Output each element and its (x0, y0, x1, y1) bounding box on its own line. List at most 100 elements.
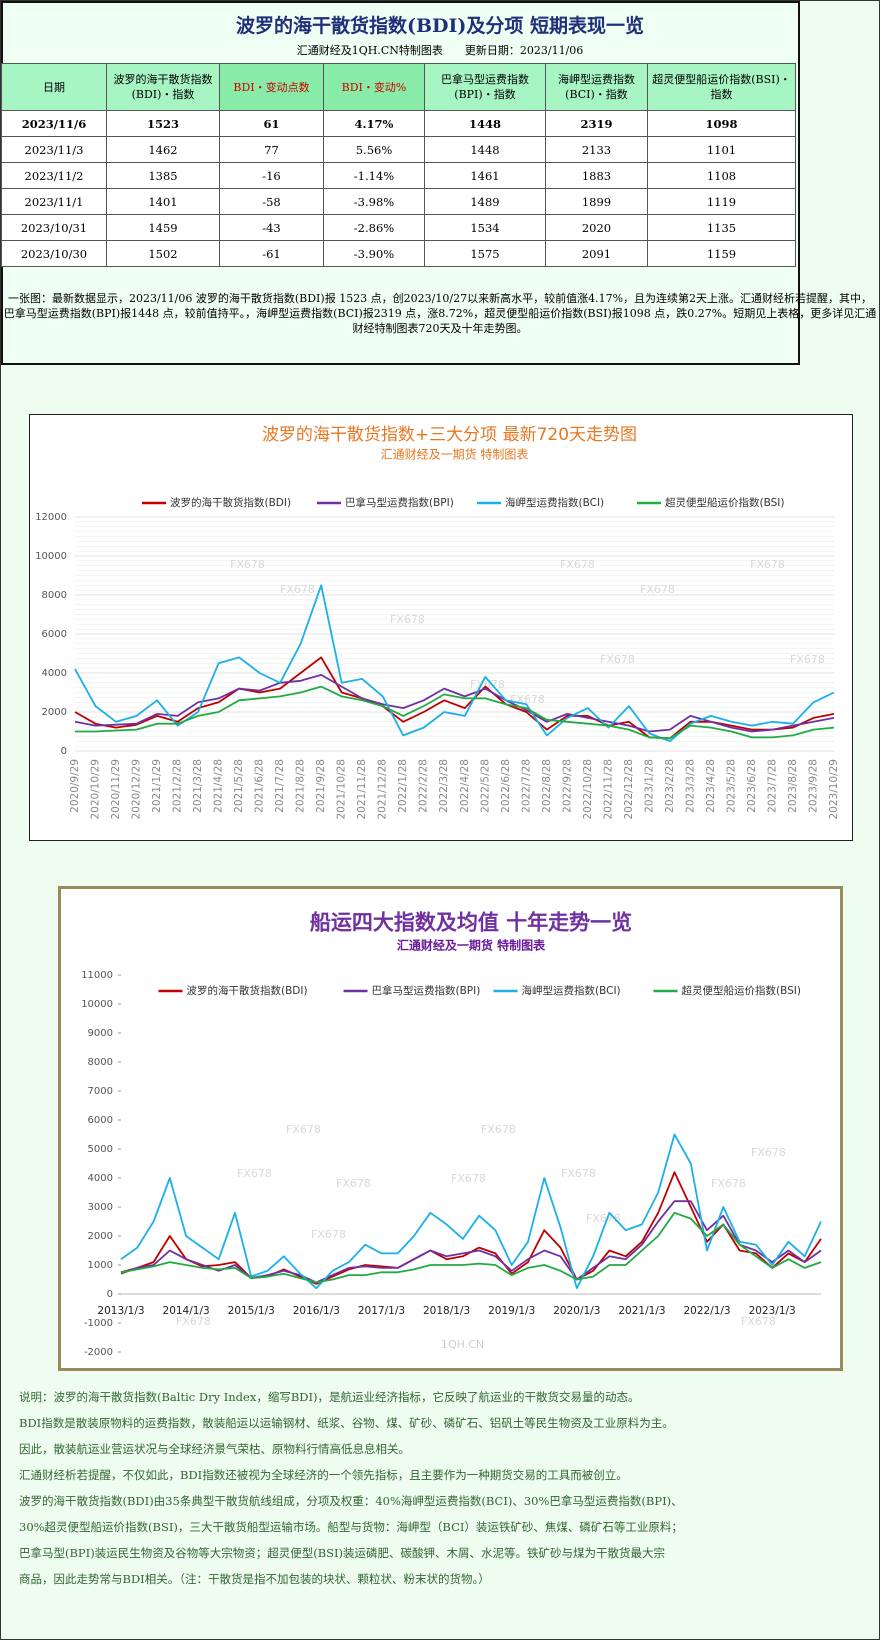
watermark: FX678 (230, 558, 265, 571)
watermark: FX678 (751, 1146, 786, 1159)
footer-line: 因此，散装航运业营运状况与全球经济景气荣枯、原物料行情高低息息相关。 (19, 1442, 410, 1456)
y-tick-label: 7000 (88, 1086, 113, 1097)
table-cell: -3.98% (323, 188, 425, 215)
chart-subtitle: 汇通财经及一期货 特制图表 (381, 447, 529, 462)
x-tick-label: 2020/12/29 (131, 759, 143, 820)
x-tick-label: 2021/1/29 (151, 759, 163, 813)
series-line (74, 656, 835, 740)
y-tick-label: 1000 (88, 1260, 113, 1271)
x-tick-label: 2022/11/28 (602, 759, 614, 820)
table-cell: 1534 (424, 214, 546, 241)
watermark: FX678 (600, 653, 635, 666)
watermark: FX678 (390, 613, 425, 626)
footer-line: 巴拿马型(BPI)装运民生物资及谷物等大宗物资；超灵便型(BSI)装运磷肥、碳酸… (19, 1546, 666, 1560)
watermark: FX678 (741, 1315, 776, 1328)
y-tick-label: 4000 (42, 668, 67, 679)
table-row: 2023/10/31 1459 -43 -2.86% 1534 2020 1135 (1, 214, 796, 241)
x-tick-label: 2023/9/28 (807, 759, 819, 813)
watermark: FX678 (640, 583, 675, 596)
x-tick-label: 2021/12/28 (377, 759, 389, 820)
table-row: 2023/10/30 1502 -61 -3.90% 1575 2091 1159 (1, 240, 796, 267)
table-cell: 77 (219, 136, 324, 163)
legend-label: 巴拿马型运费指数(BPI) (372, 984, 481, 997)
legend-label: 海岬型运费指数(BCI) (522, 984, 621, 997)
footer-text: 说明：波罗的海干散货指数(Baltic Dry Index，缩写BDI)，是航运… (19, 1384, 869, 1592)
x-tick-label: 2021/10/28 (336, 759, 348, 820)
y-tick-label: 12000 (35, 512, 67, 523)
x-tick-label: 2021/9/28 (315, 759, 327, 813)
x-tick-label: 2023/4/28 (705, 759, 717, 813)
summary-table: 日期 波罗的海干散货指数(BDI)・指数 BDI・变动点数 BDI・变动% 巴拿马型运费… (1, 63, 796, 267)
table-cell: 2020 (545, 214, 648, 241)
x-tick-label: 2015/1/3 (228, 1305, 275, 1317)
table-cell: 1401 (106, 188, 220, 215)
x-tick-label: 2022/8/28 (541, 759, 553, 813)
legend-label: 海岬型运费指数(BCI) (505, 496, 604, 509)
y-tick-label: 10000 (35, 551, 67, 562)
x-tick-label: 2023/5/28 (725, 759, 737, 813)
x-tick-label: 2016/1/3 (293, 1305, 340, 1317)
table-cell: 2319 (545, 110, 648, 137)
table-cell: 1502 (106, 240, 220, 267)
footer-line: 商品，因此走势常与BDI相关。（注：干散货是指不加包装的块状、颗粒状、粉末状的货… (19, 1572, 490, 1586)
series-line (120, 1200, 822, 1284)
watermark: FX678 (280, 583, 315, 596)
table-cell: 1459 (106, 214, 220, 241)
x-tick-label: 2021/8/28 (295, 759, 307, 813)
x-tick-label: 2022/12/28 (623, 759, 635, 820)
watermark: FX678 (336, 1177, 371, 1190)
legend-label: 波罗的海干散货指数(BDI) (170, 496, 291, 509)
y-tick-label: 10000 (81, 999, 113, 1010)
x-tick-label: 2022/5/28 (479, 759, 491, 813)
x-tick-label: 2022/2/28 (418, 759, 430, 813)
x-tick-label: 2023/7/28 (766, 759, 778, 813)
series-line (75, 685, 835, 740)
x-tick-label: 2021/1/3 (618, 1305, 665, 1317)
chart-title: 船运四大指数及均值 十年走势一览 (310, 910, 632, 935)
x-tick-label: 2023/2/28 (664, 759, 676, 813)
y-tick-label: 11000 (81, 970, 113, 981)
footer-line: BDI指数是散装原物料的运费指数，散装船运以运输钢材、纸浆、谷物、煤、矿砂、磷矿… (19, 1416, 674, 1430)
column-header: 超灵便型船运价指数(BSI)・指数 (647, 63, 796, 111)
x-tick-label: 2021/5/28 (233, 759, 245, 813)
table-cell: 2023/11/6 (1, 110, 107, 137)
column-header: 巴拿马型运费指数(BPI)・指数 (424, 63, 546, 111)
table-cell: 1523 (106, 110, 220, 137)
x-tick-label: 2022/9/28 (561, 759, 573, 813)
table-cell: 1135 (647, 214, 796, 241)
y-tick-label: 6000 (88, 1115, 113, 1126)
chart-subtitle: 汇通财经及一期货 特制图表 (397, 938, 546, 953)
watermark: FX678 (560, 558, 595, 571)
watermark: FX678 (711, 1177, 746, 1190)
x-tick-label: 2018/1/3 (423, 1305, 470, 1317)
y-tick-label: 0 (61, 746, 67, 757)
table-cell: -2.86% (323, 214, 425, 241)
y-tick-label: 6000 (42, 629, 67, 640)
x-tick-label: 2022/1/3 (683, 1305, 730, 1317)
table-cell: 1108 (647, 162, 796, 189)
series-line (120, 1133, 822, 1290)
table-cell: 1385 (106, 162, 220, 189)
x-tick-label: 2023/10/29 (828, 759, 840, 820)
x-tick-label: 2021/3/28 (192, 759, 204, 813)
y-tick-label: 5000 (88, 1144, 113, 1155)
table-cell: -16 (219, 162, 324, 189)
y-tick-label: -2000 (84, 1347, 113, 1358)
x-tick-label: 2021/4/28 (213, 759, 225, 813)
chart-title: 波罗的海干散货指数+三大分项 最新720天走势图 (262, 425, 637, 445)
table-row: 2023/11/1 1401 -58 -3.98% 1489 1899 1119 (1, 188, 796, 215)
table-cell: 2133 (545, 136, 648, 163)
x-tick-label: 2022/6/28 (500, 759, 512, 813)
x-tick-label: 2022/4/28 (459, 759, 471, 813)
table-cell: 1098 (647, 110, 796, 137)
x-tick-label: 2014/1/3 (163, 1305, 210, 1317)
table-cell: -3.90% (323, 240, 425, 267)
watermark: FX678 (176, 1315, 211, 1328)
table-cell: 2023/11/1 (1, 188, 107, 215)
table-cell: 2023/11/2 (1, 162, 107, 189)
x-tick-label: 2023/1/3 (749, 1305, 796, 1317)
x-tick-label: 2021/7/28 (274, 759, 286, 813)
table-row: 2023/11/2 1385 -16 -1.14% 1461 1883 1108 (1, 162, 796, 189)
